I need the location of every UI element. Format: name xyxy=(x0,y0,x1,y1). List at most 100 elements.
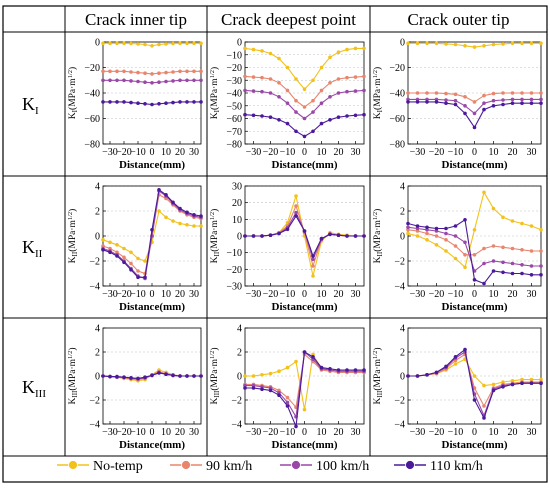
y-tick-label: −20 xyxy=(226,265,242,276)
data-point xyxy=(482,190,486,195)
x-tick-label: −20 xyxy=(429,427,445,438)
y-tick-label: −2 xyxy=(231,396,242,407)
data-point xyxy=(157,371,161,375)
x-tick-label: −20 xyxy=(429,147,445,158)
data-point xyxy=(122,100,126,104)
data-point xyxy=(510,41,515,46)
data-point xyxy=(539,101,543,105)
x-tick-label: 30 xyxy=(527,289,537,300)
x-tick-label: −20 xyxy=(116,289,132,300)
data-point xyxy=(425,225,429,230)
data-point xyxy=(171,100,175,105)
data-point xyxy=(491,244,496,248)
x-tick-label: −10 xyxy=(280,289,296,300)
data-point xyxy=(143,102,147,106)
data-point xyxy=(101,374,105,378)
data-point xyxy=(302,229,307,233)
figure-frame xyxy=(2,5,548,483)
data-point xyxy=(136,42,140,46)
data-point xyxy=(353,46,358,51)
y-tick-label: 0 xyxy=(237,38,242,49)
data-point xyxy=(362,234,366,238)
data-point xyxy=(453,244,458,248)
x-tick-label: −20 xyxy=(116,427,132,438)
data-point xyxy=(277,81,281,85)
data-point xyxy=(294,98,298,103)
data-point xyxy=(129,100,133,105)
y-tick-label: 4 xyxy=(400,324,405,335)
x-tick-label: 30 xyxy=(527,147,537,158)
data-point xyxy=(243,112,247,117)
data-point xyxy=(345,89,349,94)
data-point xyxy=(444,91,448,96)
x-tick-label: −10 xyxy=(448,289,464,300)
y-tick-label: −2 xyxy=(89,396,100,407)
data-point xyxy=(434,100,439,104)
y-tick-label: −2 xyxy=(394,396,405,407)
y-tick-label: 0 xyxy=(237,372,242,383)
data-point xyxy=(319,365,324,370)
data-point xyxy=(171,79,175,83)
data-point xyxy=(192,41,196,46)
data-point xyxy=(178,206,182,211)
x-tick-label: 30 xyxy=(351,289,361,300)
data-point xyxy=(143,42,147,47)
data-point xyxy=(539,91,543,95)
data-point xyxy=(444,364,448,369)
data-point xyxy=(539,249,543,253)
data-point xyxy=(199,78,203,83)
data-point xyxy=(336,233,341,237)
x-axis-label: Distance(mm) xyxy=(442,301,508,313)
data-point xyxy=(129,70,133,74)
data-point xyxy=(277,369,281,374)
y-tick-label: −70 xyxy=(226,127,242,138)
data-point xyxy=(529,264,534,268)
x-tick-label: −10 xyxy=(448,147,464,158)
data-point xyxy=(520,91,524,95)
data-point xyxy=(199,41,203,46)
data-point xyxy=(453,42,458,47)
x-tick-label: 0 xyxy=(302,289,307,300)
data-point xyxy=(178,41,182,46)
y-tick-label: −40 xyxy=(226,89,242,100)
data-point xyxy=(520,101,524,105)
data-point xyxy=(510,271,515,276)
data-point xyxy=(129,261,133,266)
data-point xyxy=(539,41,543,46)
data-point xyxy=(491,98,496,103)
data-point xyxy=(192,213,196,217)
x-tick-label: 10 xyxy=(161,289,171,300)
data-point xyxy=(415,100,420,104)
x-tick-label: −20 xyxy=(263,289,279,300)
y-tick-label: 30 xyxy=(232,182,242,193)
data-point xyxy=(501,42,505,46)
y-tick-label: 0 xyxy=(237,232,242,243)
data-point xyxy=(319,88,324,93)
data-point xyxy=(302,350,307,354)
data-point xyxy=(260,373,264,377)
x-tick-label: 10 xyxy=(489,289,499,300)
data-point xyxy=(434,226,439,231)
data-point xyxy=(150,72,154,76)
data-point xyxy=(472,253,477,257)
data-point xyxy=(311,264,315,268)
series-line-90-km-h xyxy=(245,353,364,409)
data-point xyxy=(406,225,410,230)
data-point xyxy=(501,270,505,275)
series-line-110-km-h xyxy=(102,188,202,278)
data-point xyxy=(510,246,515,251)
data-point xyxy=(539,273,543,277)
data-point xyxy=(164,79,168,84)
data-point xyxy=(178,374,182,378)
data-point xyxy=(129,376,133,380)
data-point xyxy=(444,226,448,231)
data-point xyxy=(243,374,247,378)
data-point xyxy=(122,78,126,83)
data-point xyxy=(529,91,534,95)
x-axis-label: Distance(mm) xyxy=(272,439,338,451)
panel-r0-c0: 0−20−40−60−80−30−20−10 0 10 20 30Distance(mm… xyxy=(67,38,203,171)
x-tick-label: 30 xyxy=(527,427,537,438)
x-tick-label: −30 xyxy=(102,147,118,158)
y-tick-label: −30 xyxy=(226,76,242,87)
